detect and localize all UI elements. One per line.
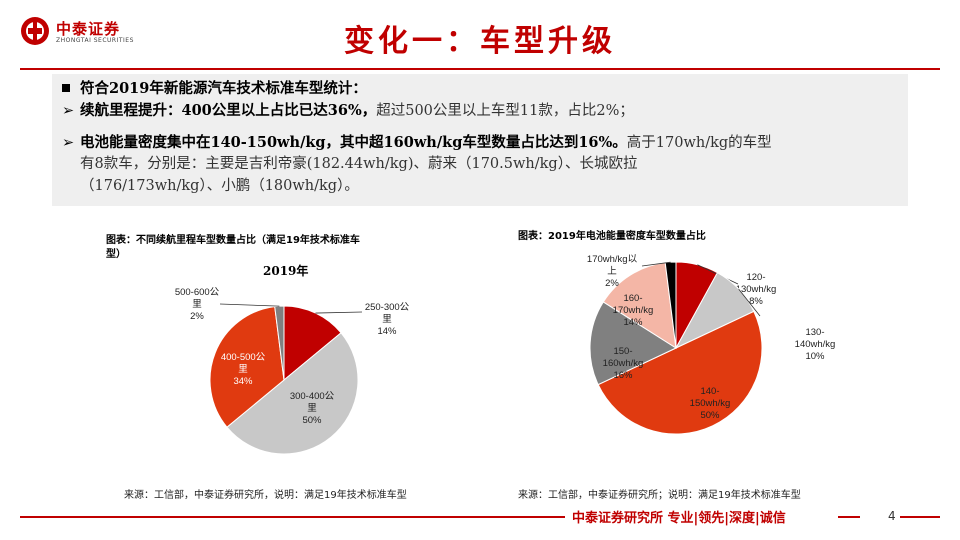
left-chart-caption-line-2: 型） (106, 249, 126, 260)
right-pie-slice-label-1: 130-140wh/kg 10% (795, 327, 836, 362)
left-pie-slice-label-2: 400-500公里 34% (221, 352, 266, 387)
summary-heading-text: 符合2019年新能源汽车技术标准车型统计： (80, 80, 367, 97)
left-pie-leader-line-3 (219, 303, 280, 307)
right-pie-slice-label-2: 140-150wh/kg 50% (690, 386, 731, 421)
summary-heading: 符合2019年新能源汽车技术标准车型统计： (62, 78, 892, 100)
right-pie-slice-label-3: 150-160wh/kg 16% (603, 346, 644, 381)
bullet-2-text: 高于170wh/kg的车型 (626, 135, 772, 151)
right-pie-slice-label-5: 170wh/kg以上 2% (587, 254, 638, 289)
brand-name-en: ZHONGTAI SECURITIES (56, 37, 134, 44)
footer-divider-right (900, 516, 940, 518)
right-pie-slice-3 (589, 301, 678, 386)
right-chart-caption: 图表：2019年电池能量密度车型数量占比 (518, 231, 706, 242)
arrow-bullet-icon: ➢ (62, 135, 75, 151)
brand-logo: 中泰证券 ZHONGTAI SECURITIES (20, 14, 170, 48)
left-chart-caption: 图表：不同续航里程车型数量占比（满足19年技术标准车 型） (106, 234, 446, 262)
right-pie-slice-label-0: 120-130wh/kg 8% (736, 272, 777, 307)
brand-mark-icon (21, 17, 49, 45)
left-pie-slice-label-1: 300-400公里 50% (290, 391, 335, 426)
right-pie-chart: 120-130wh/kg 8% 130-140wh/kg 10% 140-150wh/k… (587, 254, 836, 435)
right-pie-leader-line-5 (641, 261, 671, 267)
right-pie-leader-line-1 (738, 288, 761, 317)
footer-slogan: 中泰证券研究所 专业|领先|深度|诚信 (572, 511, 786, 526)
summary-box (52, 74, 908, 206)
page-title: 变化一：车型升级 (344, 24, 616, 59)
bullet-2-line-3: （176/173wh/kg）、小鹏（180wh/kg）。 (80, 178, 359, 194)
left-pie-slice-label-0: 250-300公里 14% (365, 302, 410, 337)
bullet-1-bold: 续航里程提升：400公里以上占比已达36%， (80, 102, 377, 119)
bullet-2-line-2: 有8款车，分别是：主要是吉利帝豪(182.44wh/kg)、蔚来（170.5wh… (80, 156, 638, 172)
brand-name: 中泰证券 (56, 20, 121, 38)
right-pie-slice-2 (597, 310, 763, 435)
footer-divider-left (20, 516, 565, 518)
arrow-bullet-icon: ➢ (62, 103, 75, 119)
right-pie-slice-label-4: 160-170wh/kg 14% (613, 293, 654, 328)
left-pie-chart: 250-300公里 14% 300-400公里 50% 400-500公里 34%500-… (175, 287, 410, 455)
summary-bullet-2: ➢ 电池能量密度集中在140-150wh/kg，其中超160wh/kg车型数量占比… (62, 132, 892, 154)
bullet-2-bold: 电池能量密度集中在140-150wh/kg，其中超160wh/kg车型数量占比达… (80, 134, 627, 151)
square-bullet-icon (62, 84, 70, 92)
summary-bullet-1: ➢ 续航里程提升：400公里以上占比已达36%，超过500公里以上车型11款，占比… (62, 100, 892, 122)
bullet-1-text: 超过500公里以上车型11款，占比2%； (376, 103, 634, 119)
right-chart-source: 来源：工信部，中泰证券研究所；说明：满足19年技术标准车型 (518, 490, 801, 501)
left-pie-slice-label-3: 500-600公里 2% (175, 287, 220, 322)
left-pie-slice-2 (209, 306, 285, 428)
left-pie-slice-1 (226, 332, 359, 455)
left-chart-caption-line-1: 图表：不同续航里程车型数量占比（满足19年技术标准车 (106, 235, 360, 246)
page-number: 4 (888, 509, 896, 523)
left-chart-source: 来源：工信部，中泰证券研究所，说明：满足19年技术标准车型 (124, 490, 407, 501)
left-chart-year: 2019年 (263, 264, 309, 278)
footer-divider-mid (838, 516, 860, 518)
title-divider (20, 68, 940, 70)
left-pie-leader-line-0 (315, 311, 363, 314)
